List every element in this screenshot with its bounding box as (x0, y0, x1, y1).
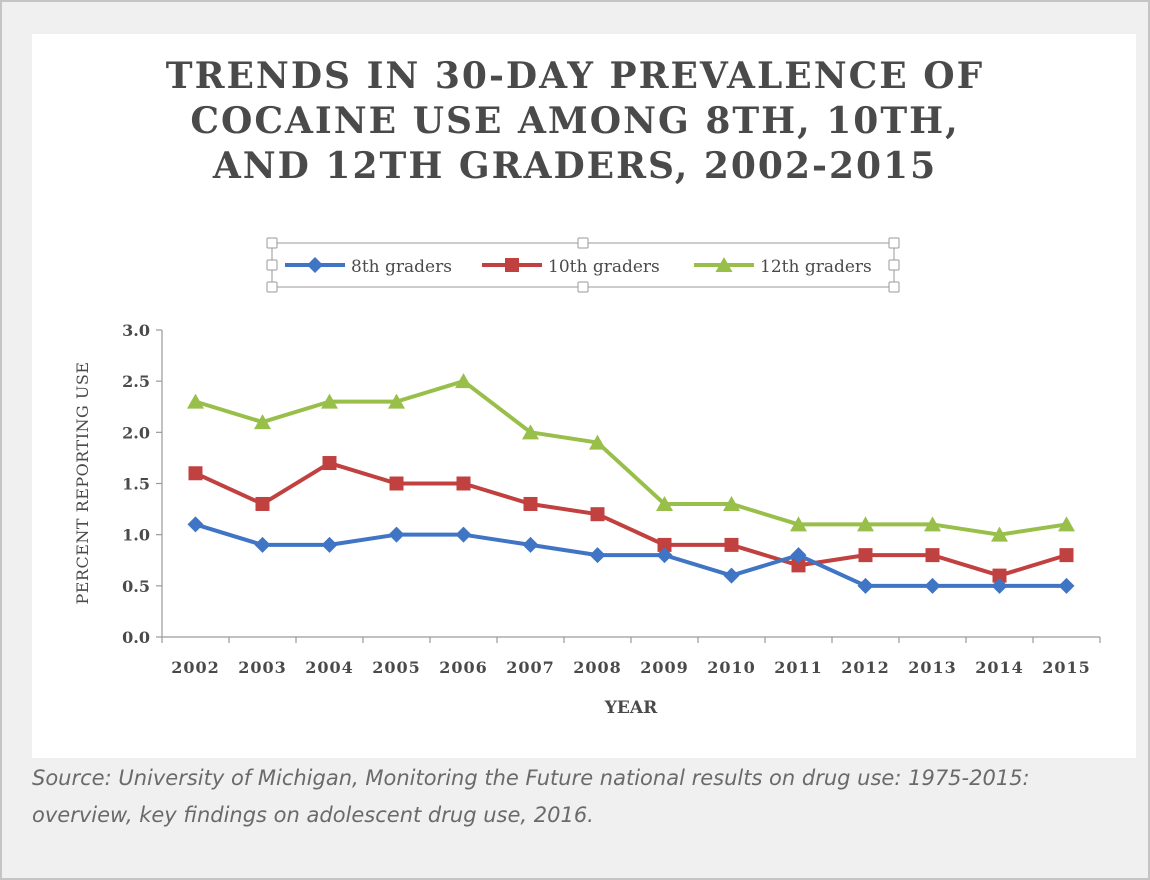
point-12th-graders-2009 (656, 495, 673, 511)
point-12th-graders-2002 (187, 393, 204, 409)
source-caption: Source: University of Michigan, Monitori… (32, 766, 1030, 827)
x-tick-label-2005: 2005 (372, 658, 421, 677)
point-8th-graders-2005 (388, 526, 405, 543)
legend-resize-handle[interactable] (888, 281, 900, 293)
x-tick-label-2015: 2015 (1042, 658, 1091, 677)
series-line-12th-graders (194, 379, 1067, 537)
series-10th-graders (188, 456, 1074, 583)
point-12th-graders-2006 (455, 373, 472, 389)
point-8th-graders-2011 (790, 547, 807, 564)
legend-resize-handle[interactable] (577, 281, 589, 293)
point-10th-graders-2002 (188, 466, 203, 481)
legend-label-12th-graders: 12th graders (760, 257, 872, 277)
axes: 0.0 0.5 1.0 1.5 2.0 2.5 3.0 2002 2003 2004 2005 200… (122, 321, 1101, 677)
legend-resize-handle[interactable] (266, 281, 278, 293)
y-tick-label-3: 1.5 (122, 475, 150, 494)
legend-resize-handle[interactable] (888, 259, 900, 271)
point-10th-graders-2007 (523, 496, 538, 511)
chart-title-line-2: COCAINE USE AMONG 8TH, 10TH, (190, 100, 960, 142)
chart-title-line-1: TRENDS IN 30-DAY PREVALENCE OF (165, 55, 985, 97)
point-12th-graders-2010 (723, 495, 740, 511)
point-10th-graders-2013 (925, 548, 940, 563)
x-tick-label-2011: 2011 (774, 658, 823, 677)
point-8th-graders-2010 (723, 567, 740, 584)
x-tick-label-2010: 2010 (707, 658, 756, 677)
point-10th-graders-2010 (724, 537, 739, 552)
point-12th-graders-2015 (1058, 516, 1075, 532)
legend-marker-8th-graders (307, 257, 323, 273)
legend[interactable]: 8th graders 10th graders 12th graders (266, 237, 900, 293)
point-8th-graders-2009 (656, 547, 673, 564)
legend-item-10th-graders: 10th graders (482, 257, 660, 277)
point-12th-graders-2008 (589, 434, 606, 450)
legend-item-12th-graders: 12th graders (694, 257, 872, 277)
point-10th-graders-2006 (456, 476, 471, 491)
point-12th-graders-2003 (254, 414, 271, 430)
legend-resize-handle[interactable] (266, 259, 278, 271)
legend-resize-handle[interactable] (888, 237, 900, 249)
x-tick-label-2002: 2002 (171, 658, 220, 677)
series-12th-graders (187, 373, 1075, 542)
point-12th-graders-2005 (388, 393, 405, 409)
point-12th-graders-2004 (321, 393, 338, 409)
x-tick-label-2008: 2008 (573, 658, 622, 677)
point-12th-graders-2013 (924, 516, 941, 532)
y-tick-label-5: 2.5 (122, 372, 150, 391)
legend-label-10th-graders: 10th graders (548, 257, 660, 277)
legend-label-8th-graders: 8th graders (351, 257, 452, 277)
x-tick-label-2014: 2014 (975, 658, 1024, 677)
legend-resize-handle[interactable] (266, 237, 278, 249)
series-8th-graders (187, 516, 1075, 594)
x-tick-label-2007: 2007 (506, 658, 555, 677)
point-12th-graders-2014 (991, 526, 1008, 542)
series-line-8th-graders (194, 522, 1067, 588)
legend-marker-12th-graders (715, 257, 733, 272)
point-10th-graders-2015 (1059, 548, 1074, 563)
legend-marker-10th-graders (505, 258, 519, 272)
point-8th-graders-2008 (589, 547, 606, 564)
point-8th-graders-2002 (187, 516, 204, 533)
point-8th-graders-2013 (924, 577, 941, 594)
x-tick-label-2013: 2013 (908, 658, 957, 677)
x-tick-label-2006: 2006 (439, 658, 488, 677)
point-10th-graders-2003 (255, 496, 270, 511)
legend-resize-handle[interactable] (577, 237, 589, 249)
y-tick-label-4: 2.0 (122, 423, 150, 442)
series-line-10th-graders (194, 461, 1068, 578)
point-8th-graders-2003 (254, 536, 271, 553)
legend-item-8th-graders: 8th graders (285, 257, 452, 277)
y-tick-label-2: 1.0 (122, 526, 150, 545)
point-8th-graders-2014 (991, 577, 1008, 594)
x-tick-label-2003: 2003 (238, 658, 287, 677)
point-10th-graders-2012 (858, 548, 873, 563)
y-tick-label-0: 0.0 (122, 628, 150, 647)
point-10th-graders-2005 (389, 476, 404, 491)
y-tick-label-6: 3.0 (122, 321, 150, 340)
x-axis-label: YEAR (604, 698, 658, 718)
point-10th-graders-2004 (322, 456, 337, 471)
point-8th-graders-2006 (455, 526, 472, 543)
chart-title: TRENDS IN 30-DAY PREVALENCE OF COCAINE U… (0, 54, 1150, 189)
point-8th-graders-2004 (321, 536, 338, 553)
point-12th-graders-2011 (790, 516, 807, 532)
y-tick-label-1: 0.5 (122, 577, 150, 596)
point-10th-graders-2008 (590, 507, 605, 522)
line-chart: 0.0 0.5 1.0 1.5 2.0 2.5 3.0 2002 2003 2004 2005 200… (73, 237, 1101, 718)
y-axis-label: PERCENT REPORTING USE (73, 361, 92, 604)
chart-title-line-3: AND 12TH GRADERS, 2002-2015 (212, 145, 938, 187)
x-tick-label-2004: 2004 (305, 658, 354, 677)
point-10th-graders-2014 (992, 568, 1007, 583)
point-12th-graders-2012 (857, 516, 874, 532)
point-8th-graders-2015 (1058, 577, 1075, 594)
point-10th-graders-2009 (657, 537, 672, 552)
point-12th-graders-2007 (522, 424, 539, 440)
point-10th-graders-2011 (791, 558, 806, 573)
plot-area (187, 373, 1075, 594)
x-tick-label-2009: 2009 (640, 658, 689, 677)
point-8th-graders-2012 (857, 577, 874, 594)
point-8th-graders-2007 (522, 536, 539, 553)
x-tick-label-2012: 2012 (841, 658, 890, 677)
